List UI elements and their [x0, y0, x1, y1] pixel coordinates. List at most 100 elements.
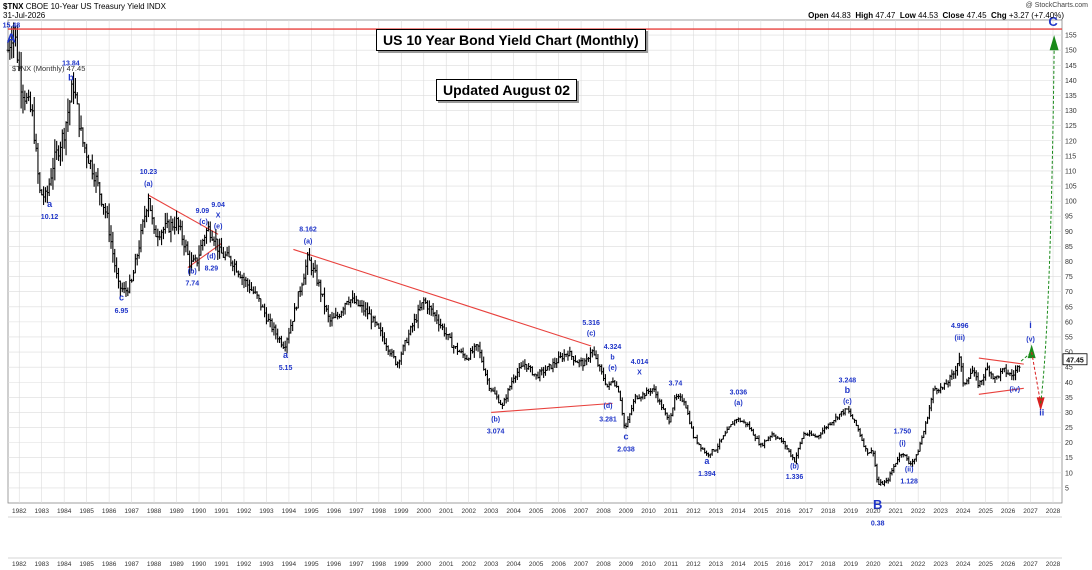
- x-tick-label-lower: 2004: [506, 561, 521, 568]
- x-tick-label-lower: 1983: [34, 561, 49, 568]
- x-tick-label: 2008: [596, 508, 611, 515]
- symbol: $TNX: [3, 2, 24, 11]
- x-tick-label-lower: 1988: [147, 561, 162, 568]
- y-tick-label: 40: [1065, 380, 1073, 387]
- y-tick-label: 155: [1065, 33, 1077, 40]
- x-tick-label-lower: 1987: [124, 561, 139, 568]
- x-tick-label-lower: 2026: [1001, 561, 1016, 568]
- y-tick-label: 5: [1065, 485, 1069, 492]
- x-tick-label-lower: 2010: [641, 561, 656, 568]
- y-tick-label: 50: [1065, 350, 1073, 357]
- wave-label: b: [68, 72, 74, 82]
- wave-labels: 15.48A 13.84 b a 10.12 10.23 (a) 9.09 (c) 9.04 X (e…: [3, 14, 1059, 528]
- wave-label: 1.128: [900, 478, 918, 485]
- wave-label: 5.316: [582, 320, 600, 327]
- x-tick-label: 2011: [664, 508, 678, 515]
- x-tick-label-lower: 2009: [619, 561, 634, 568]
- x-tick-label-lower: 1999: [394, 561, 409, 568]
- x-tick-label-lower: 1996: [327, 561, 342, 568]
- wave-label: 2.038: [617, 447, 635, 454]
- red-arrow-down: [1036, 397, 1045, 411]
- trend-line: [978, 387, 1024, 395]
- x-tick-label: 2017: [799, 508, 814, 515]
- x-tick-label: 1989: [169, 508, 184, 515]
- wave-label: (c): [587, 330, 596, 337]
- legend-label: $TNX (Monthly) 47.45: [12, 64, 86, 73]
- x-tick-label-lower: 1985: [79, 561, 94, 568]
- wave-label: i: [1029, 320, 1032, 330]
- x-tick-label: 2018: [821, 508, 836, 515]
- x-tick-label: 1999: [394, 508, 409, 515]
- wave-label: 1.394: [698, 471, 716, 478]
- x-tick-label: 1988: [147, 508, 162, 515]
- green-arrow-up: [1027, 344, 1036, 359]
- x-tick-label: 2013: [709, 508, 724, 515]
- x-tick-label-lower: 1995: [304, 561, 319, 568]
- x-tick-label-lower: 2027: [1023, 561, 1038, 568]
- x-tick-label-lower: 2028: [1046, 561, 1061, 568]
- x-tick-label: 1986: [102, 508, 117, 515]
- x-tick-label-lower: 2001: [439, 561, 454, 568]
- wave-label: c: [624, 432, 629, 442]
- axes: 5101520253035404550556065707580859095100…: [8, 33, 1088, 568]
- x-tick-label-lower: 2007: [574, 561, 589, 568]
- x-tick-label: 2019: [844, 508, 859, 515]
- x-tick-label-lower: 1993: [259, 561, 274, 568]
- wave-label: (iv): [1010, 386, 1021, 393]
- last-value-tag: 47.45: [1066, 357, 1084, 364]
- y-tick-label: 85: [1065, 244, 1073, 251]
- x-tick-label: 1991: [214, 508, 229, 515]
- x-tick-label: 2001: [439, 508, 454, 515]
- wave-label: X: [637, 370, 642, 377]
- y-tick-label: 15: [1065, 455, 1073, 462]
- y-tick-label: 10: [1065, 470, 1073, 477]
- x-tick-label-lower: 2008: [596, 561, 611, 568]
- x-tick-label-lower: 2000: [417, 561, 432, 568]
- trend-line: [978, 357, 1024, 365]
- x-tick-label-lower: 1991: [214, 561, 229, 568]
- wave-label: 9.04: [211, 202, 225, 209]
- x-tick-label-lower: 2021: [888, 561, 903, 568]
- x-tick-label-lower: 2022: [911, 561, 926, 568]
- trend-line: [491, 402, 613, 413]
- wave-label: a: [47, 199, 53, 209]
- wave-label: (i): [899, 441, 906, 448]
- x-tick-label: 1998: [372, 508, 387, 515]
- projection-up-long: [1040, 50, 1055, 404]
- x-tick-label: 2002: [461, 508, 476, 515]
- y-tick-label: 55: [1065, 334, 1073, 341]
- x-tick-label: 2000: [417, 508, 432, 515]
- wave-label: (a): [144, 181, 153, 188]
- wave-label: 15.48: [3, 23, 21, 30]
- wave-label: a: [704, 456, 710, 466]
- x-tick-label: 2003: [484, 508, 499, 515]
- x-tick-label: 1984: [57, 508, 72, 515]
- wave-label: 4.014: [631, 359, 649, 366]
- wave-label: 10.23: [140, 169, 158, 176]
- x-tick-label: 2009: [619, 508, 634, 515]
- y-tick-label: 120: [1065, 138, 1077, 145]
- wave-label: B: [873, 497, 882, 512]
- x-tick-label: 2016: [776, 508, 791, 515]
- wave-label: 7.74: [185, 281, 199, 288]
- wave-label: 0.38: [871, 521, 885, 528]
- y-tick-label: 95: [1065, 214, 1073, 221]
- x-tick-label: 2027: [1023, 508, 1038, 515]
- x-tick-label-lower: 1997: [349, 561, 364, 568]
- x-tick-label-lower: 1982: [12, 561, 27, 568]
- chart-title: US 10 Year Bond Yield Chart (Monthly): [376, 29, 646, 51]
- y-tick-label: 60: [1065, 319, 1073, 326]
- wave-label: (iii): [954, 335, 965, 342]
- wave-label: 8.162: [299, 226, 317, 233]
- x-tick-label-lower: 2016: [776, 561, 791, 568]
- wave-label: 1.750: [894, 429, 912, 436]
- x-tick-label-lower: 2024: [956, 561, 971, 568]
- x-tick-label-lower: 2012: [686, 561, 701, 568]
- price-bars: [6, 22, 1021, 487]
- wave-label: (b): [491, 416, 500, 423]
- x-tick-label-lower: 2002: [461, 561, 476, 568]
- y-tick-label: 100: [1065, 199, 1077, 206]
- x-tick-label-lower: 1992: [237, 561, 252, 568]
- wave-label: b: [845, 385, 851, 395]
- x-tick-label-lower: 2003: [484, 561, 499, 568]
